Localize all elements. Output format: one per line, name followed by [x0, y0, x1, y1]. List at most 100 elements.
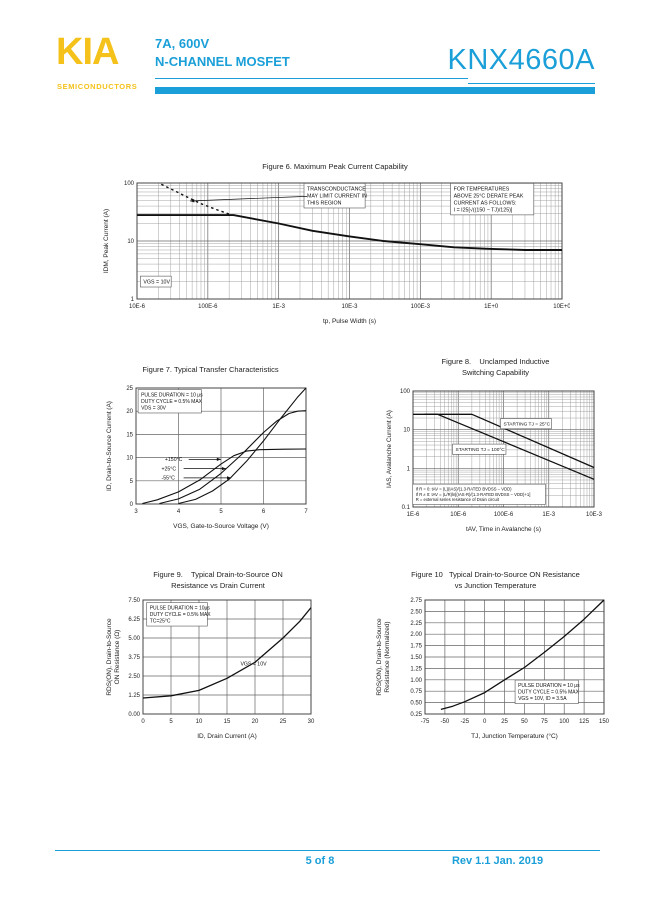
svg-text:+150°C: +150°C — [165, 457, 183, 463]
header-rule-thick — [155, 87, 595, 94]
svg-text:-25: -25 — [460, 719, 469, 725]
svg-text:PULSE DURATION = 10 μs: PULSE DURATION = 10 μs — [518, 683, 580, 689]
revision-label: Rev 1.1 Jan. 2019 — [451, 855, 544, 867]
svg-text:2.50: 2.50 — [128, 674, 140, 680]
kia-logo: KIA — [56, 31, 119, 73]
svg-text:15: 15 — [126, 432, 133, 438]
svg-text:0.50: 0.50 — [410, 700, 422, 706]
svg-text:2.00: 2.00 — [410, 632, 422, 638]
svg-text:5: 5 — [130, 479, 134, 485]
svg-text:100: 100 — [400, 389, 411, 395]
svg-text:FOR TEMPERATURES: FOR TEMPERATURES — [454, 186, 510, 192]
svg-text:ABOVE 25°C DERATE PEAK: ABOVE 25°C DERATE PEAK — [454, 193, 524, 199]
svg-text:DUTY CYCLE = 0.5% MAX: DUTY CYCLE = 0.5% MAX — [150, 612, 212, 618]
svg-text:100: 100 — [124, 181, 135, 187]
svg-text:IDM, Peak Current (A): IDM, Peak Current (A) — [103, 209, 110, 273]
figure-10-rdson-vs-junction-temperature: Figure 10 Typical Drain-to-Source ON Res… — [373, 570, 618, 752]
svg-text:TRANSCONDUCTANCE: TRANSCONDUCTANCE — [307, 186, 366, 192]
svg-text:6.25: 6.25 — [128, 617, 140, 623]
svg-text:-55°C: -55°C — [162, 475, 176, 481]
svg-text:5.00: 5.00 — [128, 636, 140, 642]
svg-text:1E-3: 1E-3 — [272, 304, 285, 310]
svg-text:RDS(ON), Drain-to-Source: RDS(ON), Drain-to-Source — [376, 618, 383, 696]
svg-text:TC=25°C: TC=25°C — [150, 618, 171, 624]
svg-text:50: 50 — [521, 719, 528, 725]
product-spec-line2: N-CHANNEL MOSFET — [155, 54, 290, 69]
svg-text:2.50: 2.50 — [410, 609, 422, 615]
svg-text:TJ, Junction Temperature (°C): TJ, Junction Temperature (°C) — [471, 732, 558, 740]
svg-text:0.00: 0.00 — [128, 712, 140, 718]
svg-text:RDS(ON), Drain-to-Source: RDS(ON), Drain-to-Source — [106, 618, 113, 696]
chart-canvas: 10E-6 100E-6 1E-3 10E-3 100E-3 1E+0 10E+0 1 10 10… — [103, 181, 570, 325]
svg-text:PULSE DURATION = 10 μs: PULSE DURATION = 10 μs — [141, 392, 203, 398]
svg-text:PULSE DURATION = 10μs: PULSE DURATION = 10μs — [150, 605, 211, 611]
svg-text:100E-6: 100E-6 — [198, 304, 218, 310]
svg-text:VDS = 30V: VDS = 30V — [141, 405, 167, 411]
svg-text:10: 10 — [127, 239, 134, 245]
svg-text:1: 1 — [131, 297, 135, 303]
part-number: KNX4660A — [447, 44, 595, 76]
chart-canvas: -75 -50 -25 0 25 50 75 100 125 150 0.25 0.50 0.75 1.0… — [376, 598, 610, 740]
chart-canvas: 0 5 10 15 20 25 30 0.00 1.25 2.50 3.75 5.00 6.25 7.50… — [106, 598, 315, 740]
svg-text:ID, Drain Current (A): ID, Drain Current (A) — [197, 733, 257, 740]
header-rule-thin-left — [155, 78, 468, 79]
svg-text:1E-6: 1E-6 — [407, 512, 420, 518]
svg-text:0: 0 — [483, 719, 487, 725]
svg-text:3.75: 3.75 — [128, 655, 140, 661]
svg-text:2.75: 2.75 — [410, 598, 422, 604]
svg-text:CURRENT AS FOLLOWS:: CURRENT AS FOLLOWS: — [454, 200, 517, 206]
footer-rule — [55, 850, 600, 851]
page-number: 5 of 8 — [305, 855, 335, 867]
svg-text:7: 7 — [304, 509, 308, 515]
svg-text:25: 25 — [126, 386, 133, 392]
svg-text:20: 20 — [252, 719, 259, 725]
chart-title: Figure 7. Typical Transfer Characteristi… — [142, 365, 279, 374]
chart-canvas: 1E-6 10E-6 100E-6 1E-3 10E-3 0.1 1 10 100 tAV, Ti… — [386, 389, 603, 533]
svg-text:IAS, Avalanche Current (A): IAS, Avalanche Current (A) — [386, 410, 393, 488]
svg-text:VGS = 10V: VGS = 10V — [143, 279, 170, 285]
svg-text:1.00: 1.00 — [410, 678, 422, 684]
svg-text:-75: -75 — [421, 719, 430, 725]
figure-7-transfer-characteristics: Figure 7. Typical Transfer Characteristi… — [103, 365, 318, 544]
chart-title: Figure 9. Typical Drain-to-Source ON Resi… — [153, 570, 283, 590]
svg-text:10E+0: 10E+0 — [553, 304, 570, 310]
svg-text:25: 25 — [280, 719, 287, 725]
svg-text:VGS, Gate-to-Source Voltage (V: VGS, Gate-to-Source Voltage (V) — [173, 523, 269, 530]
svg-text:STARTING TJ = 100°C: STARTING TJ = 100°C — [456, 447, 506, 453]
svg-text:MAY LIMIT CURRENT IN: MAY LIMIT CURRENT IN — [307, 193, 367, 199]
svg-text:0.1: 0.1 — [402, 505, 411, 511]
svg-text:100E-3: 100E-3 — [411, 304, 431, 310]
svg-text:+25°C: +25°C — [162, 466, 177, 472]
svg-text:5: 5 — [169, 719, 173, 725]
svg-text:1.25: 1.25 — [410, 666, 422, 672]
svg-text:R = external series resistance: R = external series resistance of Drain … — [416, 497, 500, 502]
svg-text:ID, Drain-to-Source Current (A: ID, Drain-to-Source Current (A) — [106, 401, 113, 491]
svg-text:1.25: 1.25 — [128, 693, 140, 699]
svg-text:10E-6: 10E-6 — [129, 304, 146, 310]
figure-8-unclamped-inductive-switching: Figure 8. Unclamped Inductive Switching C… — [383, 357, 608, 547]
svg-text:THIS REGION: THIS REGION — [307, 200, 342, 206]
svg-text:Resistance (Normalized): Resistance (Normalized) — [384, 621, 391, 692]
chart-canvas: 3 4 5 6 7 0 5 10 15 20 25 VGS, Gate-to-Source Volta… — [106, 386, 308, 530]
svg-text:tp, Pulse Width (s): tp, Pulse Width (s) — [323, 318, 376, 325]
svg-text:10E-6: 10E-6 — [450, 512, 467, 518]
svg-text:6: 6 — [262, 509, 266, 515]
svg-text:4: 4 — [177, 509, 181, 515]
svg-text:STARTING TJ = 25°C: STARTING TJ = 25°C — [504, 421, 551, 427]
svg-text:20: 20 — [126, 409, 133, 415]
svg-text:1.75: 1.75 — [410, 643, 422, 649]
svg-text:150: 150 — [599, 719, 610, 725]
chart-title: Figure 8. Unclamped Inductive Switching C… — [441, 357, 550, 377]
svg-text:1.50: 1.50 — [410, 655, 422, 661]
svg-text:0: 0 — [141, 719, 145, 725]
svg-text:DUTY CYCLE = 0.5% MAX: DUTY CYCLE = 0.5% MAX — [141, 399, 203, 405]
svg-text:75: 75 — [541, 719, 548, 725]
svg-text:VGS = 10V, ID = 3.5A: VGS = 10V, ID = 3.5A — [518, 696, 567, 702]
svg-text:30: 30 — [308, 719, 315, 725]
svg-text:ON Resistance (Ω): ON Resistance (Ω) — [114, 629, 121, 684]
svg-text:3: 3 — [134, 509, 138, 515]
svg-text:1E-3: 1E-3 — [542, 512, 555, 518]
svg-text:7.50: 7.50 — [128, 598, 140, 604]
figure-9-rdson-vs-drain-current: Figure 9. Typical Drain-to-Source ON Resi… — [103, 570, 333, 752]
